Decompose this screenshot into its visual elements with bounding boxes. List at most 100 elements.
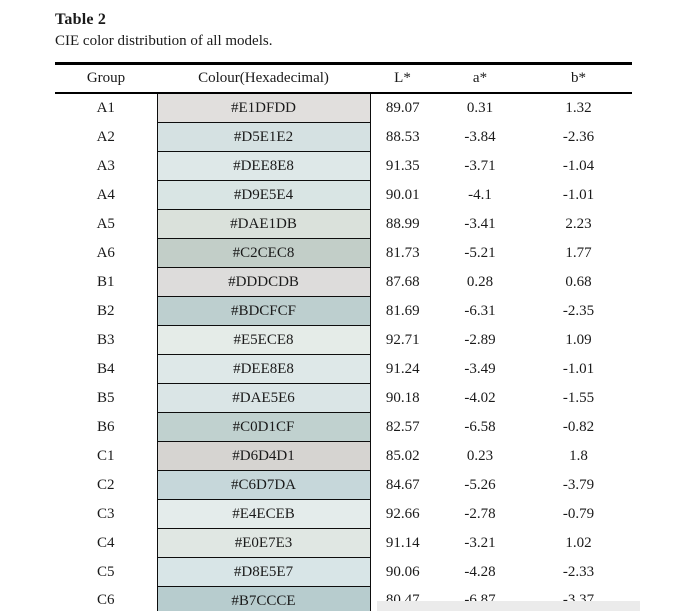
- b-value-cell: 1.8: [569, 447, 588, 464]
- a-value-cell: -3.41: [464, 215, 496, 232]
- l-value-cell: 92.66: [385, 505, 420, 522]
- color-swatch-cell: #E4ECEB: [156, 499, 371, 529]
- group-cell: A1: [96, 99, 115, 116]
- table-row: A6 #C2CEC8 81.73 -5.21 1.77: [55, 238, 632, 268]
- scan-artifact: [377, 601, 640, 611]
- group-cell: B6: [96, 418, 115, 435]
- b-value-cell: 2.23: [565, 215, 592, 232]
- a-value-cell: -4.28: [464, 563, 496, 580]
- a-value-cell: 0.23: [466, 447, 494, 464]
- l-value-cell: 90.06: [385, 563, 420, 580]
- color-swatch-cell: #D8E5E7: [156, 557, 371, 587]
- a-value-cell: -4.02: [464, 389, 496, 406]
- b-value-cell: -1.55: [562, 389, 595, 406]
- b-value-cell: -3.79: [562, 476, 595, 493]
- a-value-cell: -3.84: [464, 128, 496, 145]
- group-cell: B1: [96, 273, 115, 290]
- a-value-cell: -3.71: [464, 157, 496, 174]
- header-b-star: b*: [525, 63, 632, 94]
- b-value-cell: -0.79: [562, 505, 595, 522]
- header-l-star: L*: [370, 63, 435, 94]
- group-cell: C2: [96, 476, 115, 493]
- a-value-cell: -5.26: [464, 476, 496, 493]
- color-swatch-cell: #D9E5E4: [156, 180, 371, 210]
- table-row: B4 #DEE8E8 91.24 -3.49 -1.01: [55, 354, 632, 384]
- color-swatch-cell: #B7CCCE: [156, 586, 371, 611]
- l-value-cell: 87.68: [385, 273, 420, 290]
- table-row: C3 #E4ECEB 92.66 -2.78 -0.79: [55, 499, 632, 529]
- table-row: B5 #DAE5E6 90.18 -4.02 -1.55: [55, 383, 632, 413]
- table-row: A1 #E1DFDD 89.07 0.31 1.32: [55, 92, 632, 123]
- color-swatch-cell: #C2CEC8: [156, 238, 371, 268]
- color-swatch-cell: #DAE1DB: [156, 209, 371, 239]
- color-swatch-cell: #DEE8E8: [156, 354, 371, 384]
- b-value-cell: 1.02: [565, 534, 592, 551]
- a-value-cell: -3.49: [464, 360, 496, 377]
- a-value-cell: -2.89: [464, 331, 496, 348]
- b-value-cell: 1.09: [565, 331, 592, 348]
- group-cell: A5: [96, 215, 115, 232]
- b-value-cell: 0.68: [565, 273, 592, 290]
- header-group: Group: [55, 63, 157, 94]
- group-cell: B4: [96, 360, 115, 377]
- group-cell: B3: [96, 331, 115, 348]
- table-row: C2 #C6D7DA 84.67 -5.26 -3.79: [55, 470, 632, 500]
- b-value-cell: 1.77: [565, 244, 592, 261]
- color-swatch-cell: #E1DFDD: [156, 92, 371, 123]
- group-cell: C6: [96, 592, 115, 609]
- table-row: A3 #DEE8E8 91.35 -3.71 -1.04: [55, 151, 632, 181]
- group-cell: A6: [96, 244, 115, 261]
- table-row: B2 #BDCFCF 81.69 -6.31 -2.35: [55, 296, 632, 326]
- color-swatch-cell: #DDDCDB: [156, 267, 371, 297]
- table-row: C4 #E0E7E3 91.14 -3.21 1.02: [55, 528, 632, 558]
- table-row: B3 #E5ECE8 92.71 -2.89 1.09: [55, 325, 632, 355]
- l-value-cell: 91.35: [385, 157, 420, 174]
- a-value-cell: -2.78: [464, 505, 496, 522]
- a-value-cell: -3.21: [464, 534, 496, 551]
- l-value-cell: 88.99: [385, 215, 420, 232]
- color-swatch-cell: #DAE5E6: [156, 383, 371, 413]
- group-cell: C3: [96, 505, 115, 522]
- l-value-cell: 82.57: [385, 418, 420, 435]
- b-value-cell: -1.04: [562, 157, 595, 174]
- l-value-cell: 81.73: [385, 244, 420, 261]
- table-body: A1 #E1DFDD 89.07 0.31 1.32 A2 #D5E1E2 88…: [55, 92, 632, 611]
- table-header-row: Group Colour(Hexadecimal) L* a* b*: [55, 63, 632, 94]
- l-value-cell: 85.02: [385, 447, 420, 464]
- l-value-cell: 81.69: [385, 302, 420, 319]
- b-value-cell: -1.01: [562, 360, 595, 377]
- table-row: B6 #C0D1CF 82.57 -6.58 -0.82: [55, 412, 632, 442]
- group-cell: A4: [96, 186, 115, 203]
- color-swatch-cell: #C0D1CF: [156, 412, 371, 442]
- table-row: A2 #D5E1E2 88.53 -3.84 -2.36: [55, 122, 632, 152]
- b-value-cell: 1.32: [565, 99, 592, 116]
- group-cell: B2: [96, 302, 115, 319]
- b-value-cell: -2.33: [562, 563, 595, 580]
- group-cell: C4: [96, 534, 115, 551]
- group-cell: C1: [96, 447, 115, 464]
- a-value-cell: -6.58: [464, 418, 496, 435]
- color-swatch-cell: #E5ECE8: [156, 325, 371, 355]
- header-colour-hexadecimal: Colour(Hexadecimal): [157, 63, 370, 94]
- l-value-cell: 91.24: [385, 360, 420, 377]
- a-value-cell: 0.31: [466, 99, 494, 116]
- b-value-cell: -0.82: [562, 418, 595, 435]
- table-title: Table 2: [55, 11, 107, 28]
- l-value-cell: 88.53: [385, 128, 420, 145]
- group-cell: A2: [96, 128, 115, 145]
- group-cell: A3: [96, 157, 115, 174]
- l-value-cell: 84.67: [385, 476, 420, 493]
- color-swatch-cell: #E0E7E3: [156, 528, 371, 558]
- color-swatch-cell: #D5E1E2: [156, 122, 371, 152]
- table-row: C1 #D6D4D1 85.02 0.23 1.8: [55, 441, 632, 471]
- l-value-cell: 89.07: [385, 99, 420, 116]
- b-value-cell: -2.36: [562, 128, 595, 145]
- header-a-star: a*: [435, 63, 525, 94]
- group-cell: C5: [96, 563, 115, 580]
- color-swatch-cell: #D6D4D1: [156, 441, 371, 471]
- table-row: A5 #DAE1DB 88.99 -3.41 2.23: [55, 209, 632, 239]
- color-swatch-cell: #DEE8E8: [156, 151, 371, 181]
- table-row: C5 #D8E5E7 90.06 -4.28 -2.33: [55, 557, 632, 587]
- group-cell: B5: [96, 389, 115, 406]
